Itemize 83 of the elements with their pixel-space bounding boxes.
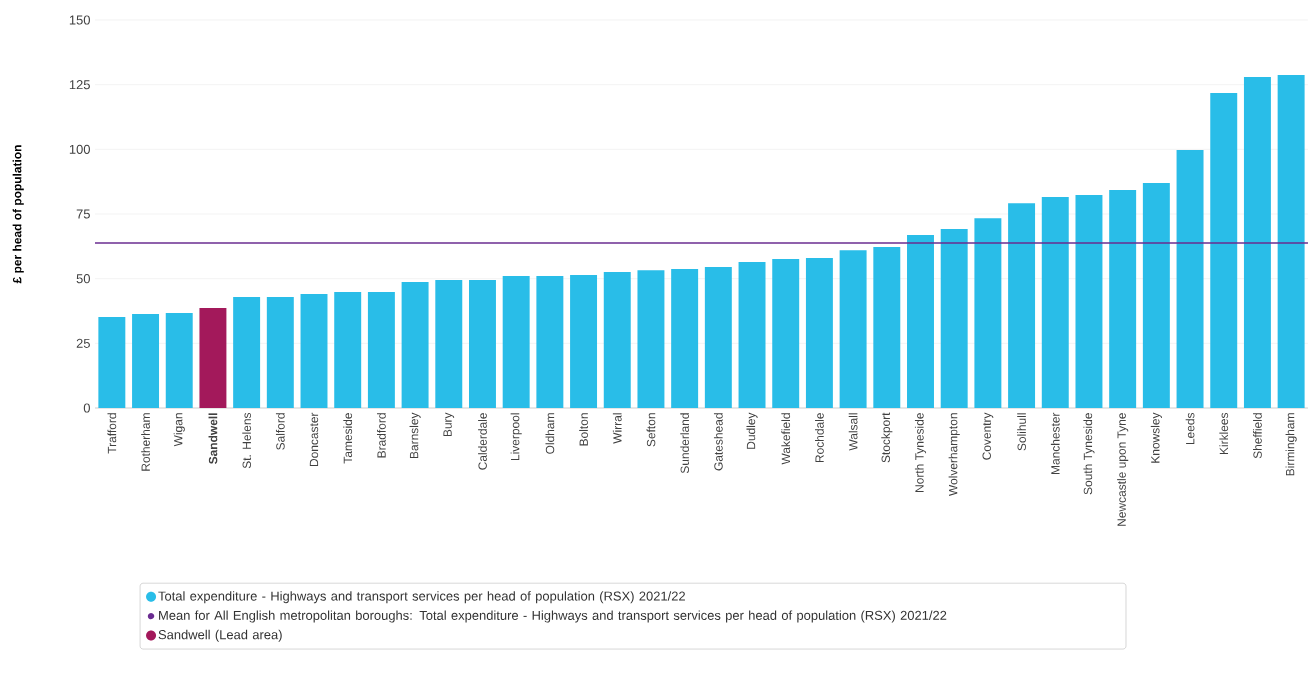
x-tick-label: Wolverhampton (948, 413, 960, 496)
bar (1142, 182, 1170, 408)
bar (401, 282, 429, 408)
x-tick-label: Tameside (343, 413, 353, 464)
x-tick-label: Rotherham (141, 413, 150, 471)
bar (233, 297, 261, 408)
legend-label: Mean for All English metropolitan boroughs: Total expenditure - Highways and transport services per head of population (RSX) 2021/22 (159, 610, 947, 623)
bar (805, 257, 833, 408)
x-tick-label: Oldham (545, 413, 555, 454)
x-tick-label: Sefton (646, 413, 656, 447)
x-tick-label: Walsall (848, 413, 858, 451)
x-tick-label: Wakefield (781, 413, 791, 465)
x-tick-label: Coventry (982, 412, 994, 460)
bar (334, 292, 362, 408)
x-tick-label: North Tyneside (914, 413, 927, 492)
y-tick-label: 125 (69, 80, 90, 90)
x-tick-label: Solihull (1017, 413, 1026, 451)
x-tick-label: Dudley (746, 412, 758, 449)
bar (1041, 196, 1069, 408)
y-tick-label: 100 (69, 144, 90, 154)
bar (536, 276, 564, 408)
bar (132, 314, 160, 408)
x-tick-label: Manchester (1050, 412, 1060, 474)
x-tick-label: Bradford (377, 413, 386, 458)
x-tick-label: Trafford (107, 413, 117, 454)
bar (266, 297, 294, 408)
y-tick-label: 150 (69, 15, 90, 25)
bar (1075, 195, 1103, 408)
y-axis-title: £ per head of population (12, 145, 24, 284)
x-tick-label: Knowsley (1150, 412, 1162, 463)
y-tick-label: 25 (76, 338, 90, 348)
x-tick-label: Doncaster (309, 412, 319, 467)
y-tick-label: 0 (83, 403, 90, 413)
bar (873, 247, 901, 408)
x-tick-label: South Tyneside (1083, 413, 1095, 495)
x-tick-label: Rochdale (815, 413, 824, 463)
x-tick-label: Birmingham (1285, 413, 1297, 476)
x-tick-label: Sunderland (680, 413, 690, 474)
bar (637, 270, 665, 408)
bar (1176, 150, 1204, 408)
bar (940, 229, 968, 408)
x-tick-label: Sheffield (1253, 413, 1262, 459)
legend-label: Total expenditure - Highways and transport services per head of population (RSX) 2021/22 (158, 591, 685, 604)
bar (772, 259, 800, 408)
legend-label: Sandwell (Lead area) (158, 629, 282, 642)
bar (199, 307, 227, 408)
bar (738, 262, 766, 408)
bar (502, 276, 530, 408)
x-tick-label: Leeds (1185, 412, 1195, 445)
x-tick-label: Salford (275, 413, 285, 450)
bar (469, 279, 496, 408)
x-tick-label: Liverpool (510, 413, 522, 461)
x-tick-label: Stockport (881, 412, 893, 463)
bar (1109, 189, 1137, 408)
x-tick-label: Bury (443, 412, 455, 437)
bar (1243, 76, 1271, 408)
bar (671, 269, 699, 408)
y-tick-label: 75 (76, 209, 90, 219)
bar (907, 234, 934, 408)
x-tick-label: Wirral (612, 413, 622, 444)
bar (839, 250, 867, 408)
bar (1210, 92, 1238, 408)
x-tick-label: Kirklees (1219, 412, 1229, 455)
x-tick-label: Newcastle upon Tyne (1117, 413, 1129, 526)
bar (98, 316, 126, 408)
bar (570, 275, 598, 408)
bar (1008, 203, 1036, 408)
bar (704, 267, 732, 408)
bar (367, 292, 395, 408)
bar (165, 313, 193, 408)
x-tick-label: Wigan (173, 413, 185, 447)
x-tick-label: Gateshead (713, 413, 723, 471)
x-tick-label: Bolton (579, 413, 588, 446)
x-tick-label: Barnsley (409, 412, 421, 459)
x-tick-label: St. Helens (242, 412, 251, 469)
y-tick-label: 50 (76, 274, 90, 284)
x-tick-label: Calderdale (478, 413, 487, 470)
bar (300, 293, 328, 408)
bar (603, 271, 631, 408)
bar (435, 279, 463, 408)
bar (974, 218, 1002, 408)
bar (1277, 75, 1305, 408)
x-tick-label: Sandwell (208, 413, 218, 464)
